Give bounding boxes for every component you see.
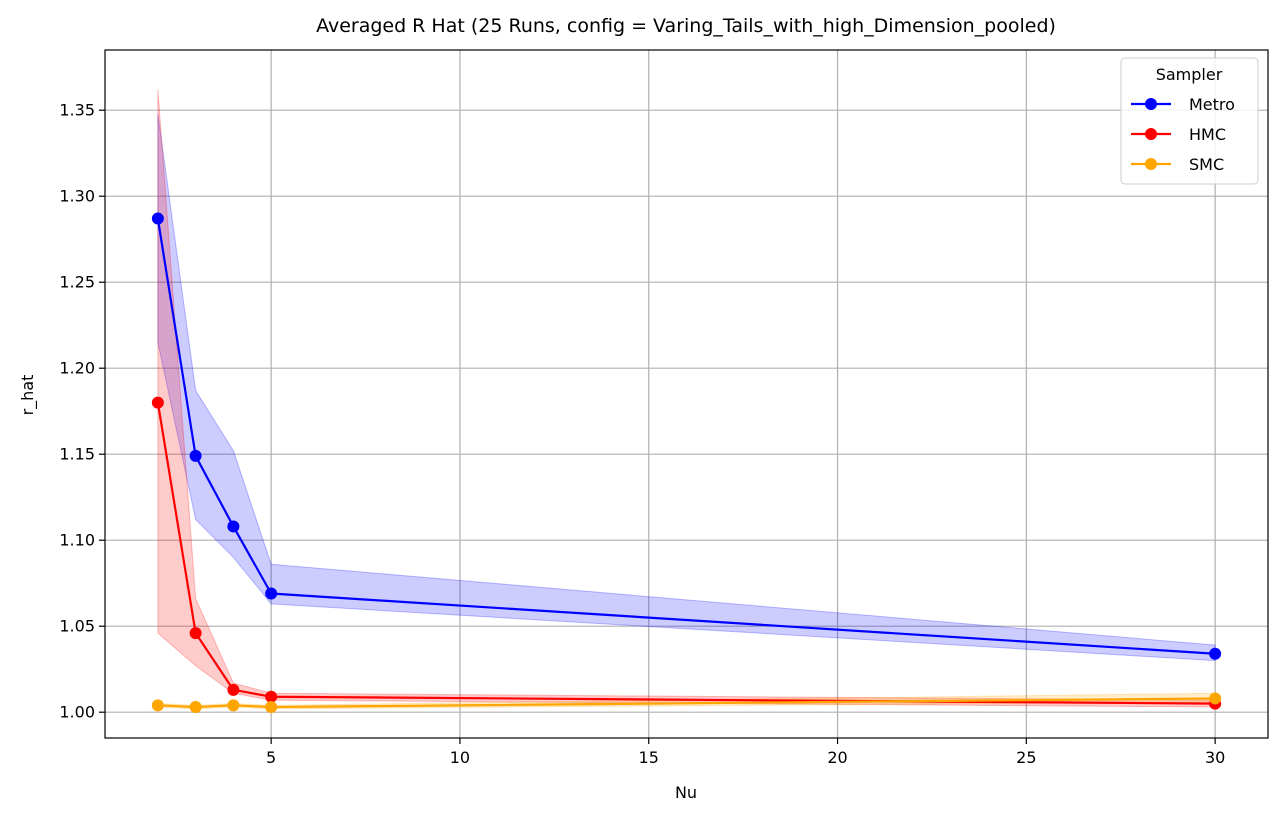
y-tick-label: 1.10 [59, 531, 95, 550]
metro-point [265, 587, 278, 600]
legend-marker-smc [1145, 158, 1157, 170]
metro-band [157, 113, 1216, 662]
y-axis-label: r_hat [18, 375, 38, 416]
legend-marker-hmc [1145, 128, 1157, 140]
x-tick-label: 25 [1016, 748, 1036, 767]
hmc-point [265, 690, 278, 703]
smc-point [189, 701, 202, 714]
y-tick-label: 1.30 [59, 187, 95, 206]
hmc-point [151, 396, 164, 409]
metro-point [151, 212, 164, 225]
y-tick-label: 1.15 [59, 445, 95, 464]
smc-point [1209, 692, 1222, 705]
plot-area-frame [104, 49, 1269, 739]
x-axis-label: Nu [675, 783, 697, 802]
legend-label-smc: SMC [1189, 155, 1224, 174]
x-axis-ticks: 5 10 15 20 25 30 [266, 738, 1225, 767]
metro-point [227, 520, 240, 533]
legend-entries: Metro HMC SMC [1131, 95, 1235, 174]
hmc-point [189, 627, 202, 640]
y-axis-ticks: 1.00 1.05 1.10 1.15 1.20 1.25 1.30 1.35 [59, 101, 105, 722]
series-points [151, 212, 1222, 714]
chart-title: Averaged R Hat (25 Runs, config = Varing… [316, 15, 1056, 37]
x-tick-label: 20 [827, 748, 847, 767]
legend-label-hmc: HMC [1189, 125, 1226, 144]
y-tick-label: 1.35 [59, 101, 95, 120]
legend: Sampler Metro HMC SMC [1120, 57, 1259, 185]
confidence-bands [157, 89, 1216, 710]
legend-label-metro: Metro [1189, 95, 1235, 114]
x-tick-label: 5 [266, 748, 276, 767]
metro-point [1209, 647, 1222, 660]
metro-point [189, 449, 202, 462]
y-tick-label: 1.00 [59, 703, 95, 722]
legend-box [1120, 57, 1259, 185]
x-tick-label: 30 [1205, 748, 1225, 767]
x-tick-label: 10 [450, 748, 470, 767]
y-tick-label: 1.20 [59, 359, 95, 378]
y-tick-label: 1.25 [59, 273, 95, 292]
legend-title: Sampler [1156, 65, 1223, 84]
smc-point [265, 701, 278, 714]
smc-point [227, 699, 240, 712]
y-tick-label: 1.05 [59, 617, 95, 636]
smc-point [151, 699, 164, 712]
legend-marker-metro [1145, 98, 1157, 110]
hmc-point [227, 683, 240, 696]
hmc-line [156, 402, 1216, 705]
x-tick-label: 15 [639, 748, 659, 767]
